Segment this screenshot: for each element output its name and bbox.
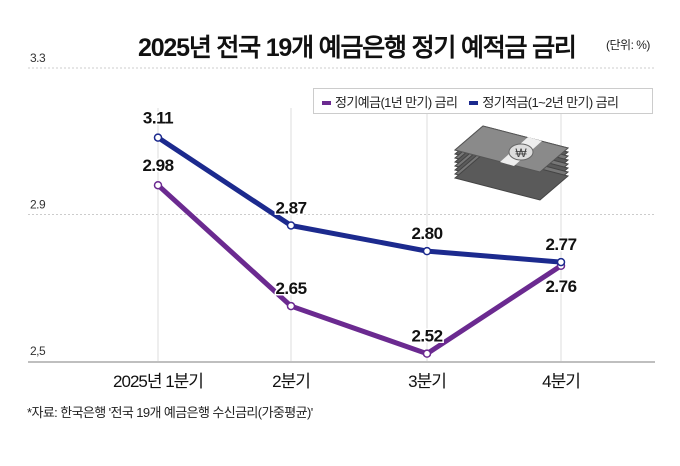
data-point [153, 180, 163, 190]
data-point [153, 133, 163, 142]
series-line-0 [156, 183, 563, 357]
legend: 정기예금(1년 만기) 금리 정기적금(1~2년 만기) 금리 [313, 88, 653, 114]
y-tick-label: 2,5 [30, 344, 46, 358]
source-note: *자료: 한국은행 '전국 19개 예금은행 수신금리(가중평균)' [27, 405, 313, 420]
chart-title: 2025년 전국 19개 예금은행 정기 예적금 금리 [138, 34, 577, 62]
x-tick-label: 4분기 [542, 372, 580, 391]
data-point [422, 349, 432, 358]
unit-label: (단위: %) [606, 38, 650, 52]
series-line-1 [156, 135, 562, 265]
legend-swatch [322, 101, 331, 106]
legend-swatch [469, 101, 479, 106]
legend-label: 정기예금(1년 만기) 금리 [335, 94, 458, 110]
x-tick-label: 2025년 1분기 [113, 372, 203, 391]
y-tick-label: 2.9 [30, 198, 46, 212]
x-tick-label: 3분기 [408, 372, 446, 391]
y-tick-label: 3.3 [30, 51, 46, 65]
data-point [422, 246, 432, 256]
svg-text:₩: ₩ [515, 146, 527, 160]
data-point [286, 221, 296, 230]
legend-item-savings: 정기적금(1~2년 만기) 금리 [469, 92, 619, 111]
data-label: 2.87 [275, 198, 306, 217]
data-label: 2.65 [275, 279, 306, 298]
legend-item-deposit: 정기예금(1년 만기) 금리 [322, 92, 458, 111]
data-label: 2.77 [545, 235, 576, 254]
money-stack-icon: ₩ [453, 125, 570, 201]
data-label: 3.11 [143, 109, 173, 128]
data-label: 2.76 [545, 277, 576, 296]
data-point [286, 301, 296, 311]
data-label: 2.80 [411, 224, 442, 243]
data-label: 2.98 [142, 156, 173, 175]
data-point [556, 257, 566, 267]
x-tick-label: 2분기 [272, 372, 310, 391]
data-label: 2.52 [411, 327, 442, 346]
legend-label: 정기적금(1~2년 만기) 금리 [482, 94, 619, 110]
